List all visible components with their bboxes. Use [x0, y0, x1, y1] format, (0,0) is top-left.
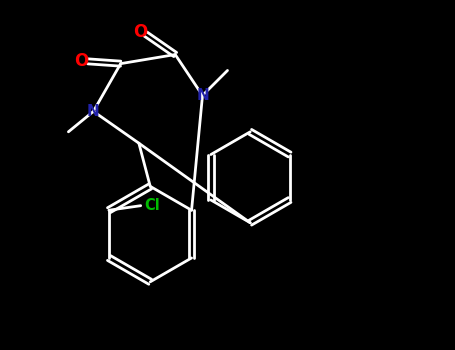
Text: O: O: [133, 23, 147, 41]
Text: O: O: [74, 52, 88, 70]
Text: Cl: Cl: [144, 198, 160, 213]
Text: N: N: [87, 104, 100, 119]
Text: N: N: [196, 88, 209, 103]
